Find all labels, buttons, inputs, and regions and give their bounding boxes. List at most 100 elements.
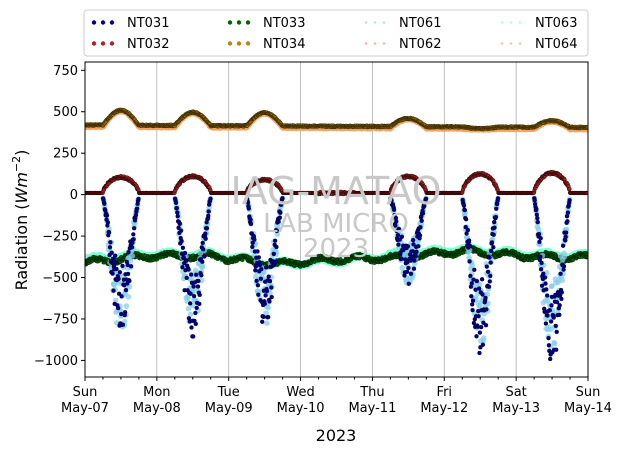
data-point [127,0,132,3]
data-point [113,0,118,3]
data-point [94,0,99,3]
data-point [457,0,462,3]
data-point [405,0,410,3]
data-point [222,0,227,3]
data-point [282,0,287,3]
data-point [109,0,114,3]
data-point [114,0,119,3]
data-point [377,0,382,3]
data-point [160,0,165,3]
data-point [415,0,420,3]
data-point [91,0,96,3]
data-point [262,0,267,3]
data-point [110,0,115,3]
data-point [408,0,413,3]
data-point [215,0,220,3]
data-point [188,0,193,3]
data-point [433,0,438,3]
data-point [91,0,96,3]
data-point [216,0,221,3]
data-point [274,0,279,3]
data-point [104,0,109,3]
data-point [303,0,308,3]
data-point [101,0,106,3]
data-point [429,0,434,3]
data-point [375,0,380,3]
data-point [336,0,341,3]
data-point [266,0,271,3]
data-point [400,0,405,3]
data-point [240,0,245,3]
data-point [346,0,351,3]
data-point [220,0,225,3]
data-point [342,0,347,3]
data-point [203,0,208,3]
data-point [328,0,333,3]
data-point [276,0,281,3]
data-point [280,0,285,3]
data-point [318,0,323,3]
data-point [140,0,145,3]
data-point [131,0,136,3]
data-point [187,0,192,3]
data-point [483,0,488,3]
data-point [265,0,270,3]
data-point [228,0,233,3]
data-point [240,0,245,3]
data-point [223,0,228,3]
data-point [267,0,272,3]
data-point [119,0,124,3]
data-point [425,0,430,3]
data-point [470,0,475,3]
data-point [424,0,429,3]
data-point [261,0,266,3]
data-point [106,0,111,3]
data-point [494,0,499,3]
data-point [124,0,129,3]
data-point [499,0,504,3]
data-point [178,0,183,3]
data-point [154,0,159,3]
data-point [429,0,434,3]
data-point [431,0,436,3]
data-point [341,0,346,3]
data-point [201,0,206,3]
data-point [315,0,320,3]
data-point [247,0,252,3]
data-point [239,0,244,3]
data-point [300,0,305,3]
data-point [195,0,200,3]
legend-label: NT064 [535,37,577,52]
data-point [379,0,384,3]
data-point [387,0,392,3]
data-point [128,0,133,3]
data-point [371,0,376,3]
data-point [337,0,342,3]
data-point [489,0,494,3]
data-point [112,0,117,3]
data-point [211,0,216,3]
data-point [193,0,198,3]
data-point [319,0,324,3]
legend-label: NT063 [535,16,577,31]
data-point [437,0,442,3]
data-point [138,0,143,3]
data-point [307,0,312,3]
data-point [445,0,450,3]
data-point [327,0,332,3]
data-point [318,0,323,3]
data-point [493,0,498,3]
data-point [210,0,215,3]
data-point [441,0,446,3]
data-point [456,0,461,3]
data-point [466,0,471,3]
data-point [102,0,107,3]
data-point [271,0,276,3]
data-point [492,0,497,3]
data-point [85,0,90,3]
data-point [176,0,181,3]
data-point [320,0,325,3]
data-point [283,0,288,3]
data-point [270,0,275,3]
data-point [98,0,103,3]
